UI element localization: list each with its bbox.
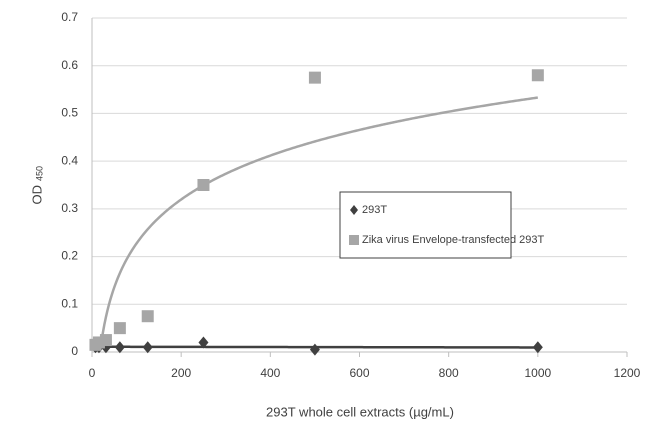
x-tick-label: 0 — [89, 366, 96, 380]
point — [197, 179, 210, 191]
x-tick-label: 1000 — [524, 366, 551, 380]
point — [99, 334, 112, 347]
x-tick-label: 400 — [260, 366, 280, 380]
y-tick-label: 0.4 — [61, 153, 78, 167]
legend-label: Zika virus Envelope-transfected 293T — [362, 234, 544, 246]
y-axis-label-group: OD 450 — [29, 166, 44, 205]
point — [114, 341, 125, 354]
y-tick-label: 0.3 — [61, 201, 78, 215]
legend-label: 293T — [362, 204, 387, 216]
point — [309, 343, 320, 356]
y-tick-label: 0.6 — [61, 58, 78, 72]
point — [141, 310, 154, 323]
y-tick-label: 0 — [71, 344, 78, 358]
x-tick-label: 1200 — [614, 366, 641, 380]
y-axis-label: OD — [29, 185, 44, 205]
point — [531, 69, 544, 82]
point — [308, 71, 321, 84]
legend-box — [339, 191, 512, 259]
point — [113, 322, 126, 335]
point — [532, 341, 543, 354]
legend-marker — [350, 205, 358, 215]
point — [198, 336, 209, 349]
x-tick-label: 200 — [171, 366, 191, 380]
x-axis-label: 293T whole cell extracts (µg/mL) — [266, 404, 454, 419]
trend-line — [100, 96, 539, 343]
y-tick-label: 0.2 — [61, 249, 78, 263]
y-tick-label: 0.5 — [61, 106, 78, 120]
y-axis-label-sub: 450 — [34, 166, 44, 181]
x-tick-label: 800 — [439, 366, 459, 380]
y-tick-label: 0.7 — [61, 10, 78, 24]
point — [142, 341, 153, 354]
legend-marker — [349, 235, 359, 245]
x-tick-label: 600 — [349, 366, 369, 380]
y-tick-label: 0.1 — [61, 296, 78, 310]
